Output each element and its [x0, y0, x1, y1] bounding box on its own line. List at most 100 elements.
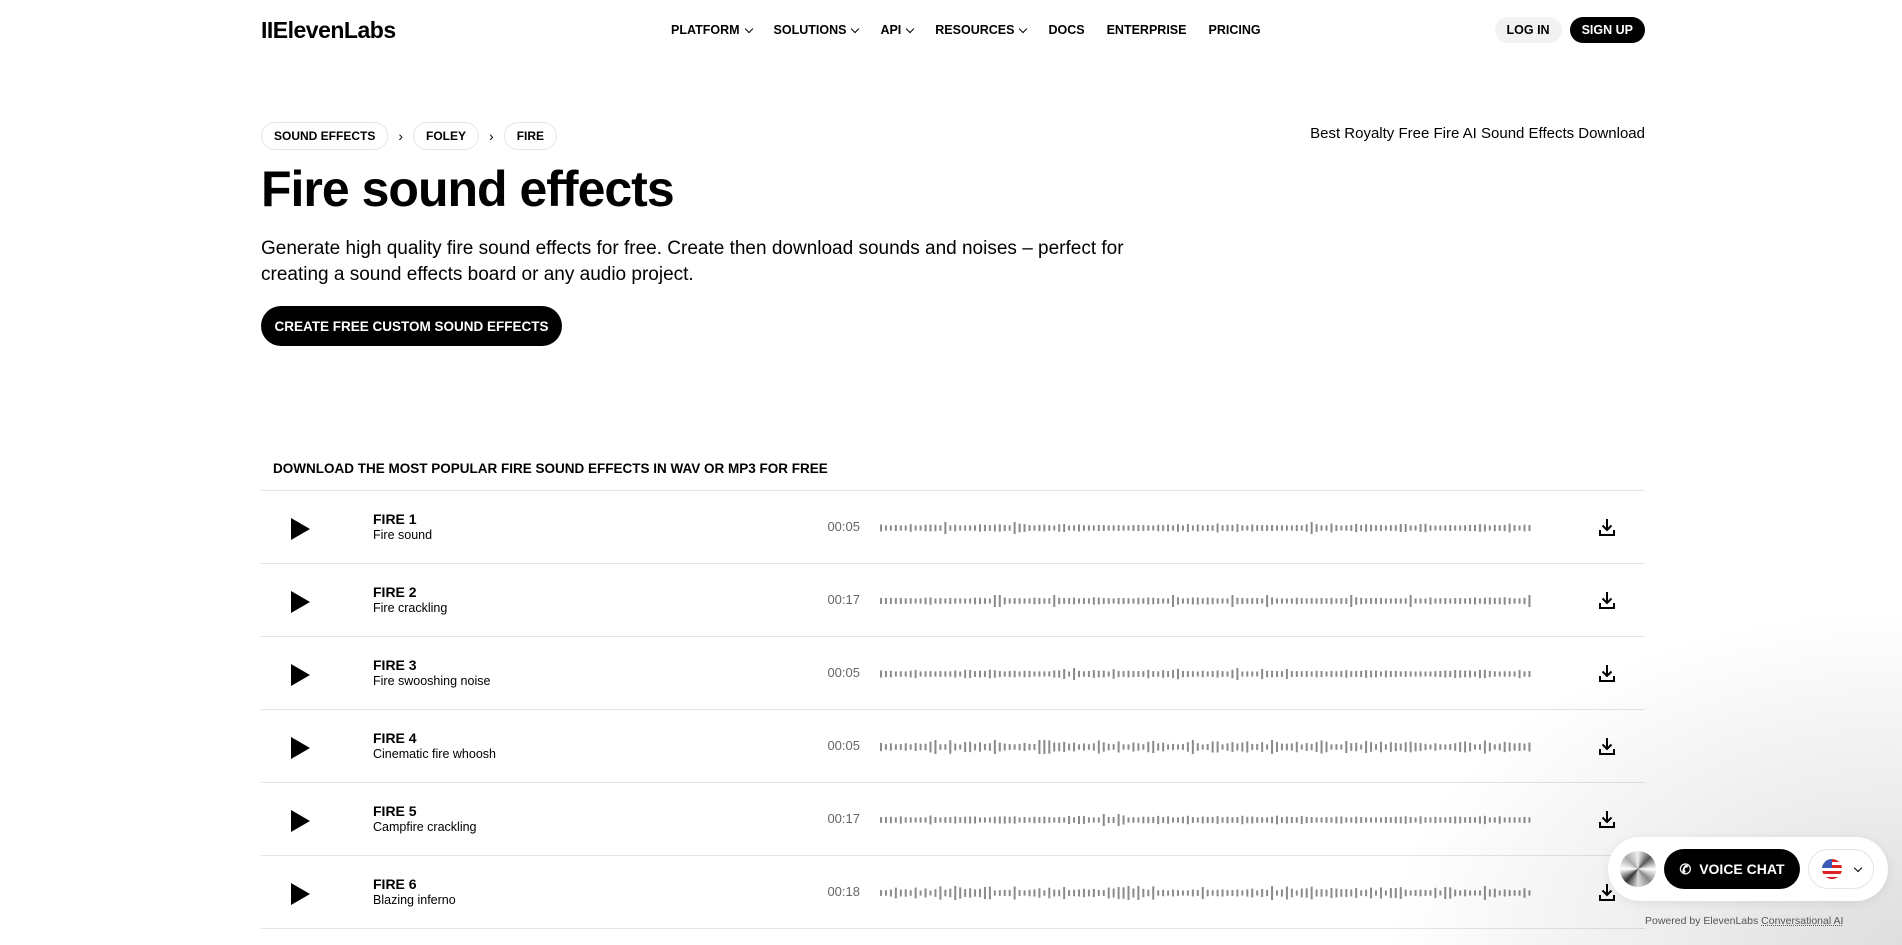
waveform-bar: [929, 815, 932, 825]
waveform-bar: [884, 890, 887, 896]
waveform-bar: [1201, 598, 1204, 604]
waveform-bar: [1078, 524, 1080, 532]
waveform-bar: [1196, 890, 1199, 896]
waveform-bar: [1276, 671, 1278, 677]
waveform-bar: [1003, 671, 1006, 677]
waveform-bar: [1201, 670, 1204, 678]
nav-resources[interactable]: RESOURCES: [935, 23, 1028, 37]
waveform[interactable]: [880, 513, 1532, 543]
waveform-bar: [1355, 671, 1358, 677]
waveform-bar: [979, 597, 981, 605]
waveform-bar: [1503, 597, 1506, 605]
download-icon[interactable]: [1598, 517, 1616, 537]
logo[interactable]: IIElevenLabs: [261, 16, 396, 43]
waveform-bar: [1508, 742, 1511, 752]
waveform-bar: [1157, 890, 1160, 896]
waveform-bar: [1271, 740, 1274, 754]
waveform[interactable]: [880, 586, 1532, 616]
waveform-bar: [880, 670, 882, 678]
waveform-bar: [1528, 524, 1531, 532]
waveform[interactable]: [880, 805, 1532, 835]
waveform-bar: [954, 886, 957, 900]
waveform-bar: [904, 525, 907, 531]
login-button[interactable]: LOG IN: [1494, 17, 1562, 43]
waveform-bar: [1498, 816, 1501, 824]
chevron-down-icon: [1853, 863, 1862, 872]
waveform-bar: [1122, 887, 1125, 899]
breadcrumb-sound-effects[interactable]: SOUND EFFECTS: [261, 122, 389, 150]
waveform-bar: [1464, 889, 1467, 897]
waveform-bar: [1508, 523, 1511, 533]
nav-docs[interactable]: DOCS: [1048, 23, 1085, 37]
waveform-bar: [919, 743, 922, 751]
waveform-bar: [1053, 889, 1056, 897]
waveform-bar: [1246, 598, 1249, 604]
download-icon[interactable]: [1598, 809, 1616, 829]
waveform-bar: [969, 741, 972, 753]
play-icon[interactable]: [291, 518, 310, 540]
language-select[interactable]: [1808, 849, 1874, 889]
waveform-bar: [1038, 597, 1041, 605]
waveform-bar: [1285, 743, 1288, 751]
waveform-bar: [1305, 743, 1308, 751]
waveform-bar: [1498, 597, 1501, 605]
nav-platform[interactable]: PLATFORM: [671, 23, 753, 37]
breadcrumb-fire[interactable]: FIRE: [503, 122, 558, 150]
nav-api[interactable]: API: [880, 23, 915, 37]
waveform-bar: [1513, 671, 1516, 677]
main-nav: PLATFORM SOLUTIONS API RESOURCES DOCS EN…: [671, 23, 1261, 37]
waveform-bar: [1132, 670, 1135, 678]
chevron-down-icon: [906, 24, 915, 33]
play-icon[interactable]: [291, 664, 310, 686]
sound-name: FIRE 6: [373, 876, 417, 892]
waveform-bar: [1097, 889, 1100, 897]
waveform-bar: [1350, 817, 1353, 823]
waveform-bar: [1063, 598, 1066, 604]
waveform-bar: [944, 889, 947, 897]
waveform-bar: [1023, 524, 1026, 532]
conversational-ai-link[interactable]: Conversational AI: [1761, 915, 1844, 927]
waveform-bar: [1434, 525, 1437, 531]
create-sound-effects-button[interactable]: CREATE FREE CUSTOM SOUND EFFECTS: [261, 306, 562, 346]
nav-pricing[interactable]: PRICING: [1208, 23, 1261, 37]
play-icon[interactable]: [291, 883, 310, 905]
waveform-bar: [1523, 816, 1526, 824]
waveform-bar: [904, 889, 907, 897]
waveform-bar: [1196, 597, 1199, 605]
waveform-bar: [1330, 523, 1333, 533]
waveform-bar: [1102, 598, 1105, 604]
download-icon[interactable]: [1598, 736, 1616, 756]
waveform-bar: [964, 669, 967, 679]
waveform-bar: [964, 525, 967, 531]
waveform-bar: [1483, 740, 1486, 754]
download-icon[interactable]: [1598, 882, 1616, 902]
download-icon[interactable]: [1598, 663, 1616, 683]
waveform-bar: [1384, 890, 1387, 896]
waveform-bar: [1478, 816, 1481, 824]
play-icon[interactable]: [291, 591, 310, 613]
waveform[interactable]: [880, 732, 1532, 762]
waveform-bar: [1231, 817, 1234, 823]
waveform-bar: [1285, 668, 1288, 680]
play-icon[interactable]: [291, 810, 310, 832]
waveform[interactable]: [880, 659, 1532, 689]
breadcrumb-foley[interactable]: FOLEY: [413, 122, 480, 150]
download-icon[interactable]: [1598, 590, 1616, 610]
play-icon[interactable]: [291, 737, 310, 759]
waveform-bar: [964, 598, 967, 604]
nav-solutions[interactable]: SOLUTIONS: [774, 23, 860, 37]
voice-chat-button[interactable]: ✆ VOICE CHAT: [1664, 849, 1800, 889]
waveform-bar: [1271, 670, 1274, 678]
waveform-bar: [1523, 888, 1526, 898]
waveform-bar: [1464, 817, 1467, 823]
waveform-bar: [1147, 741, 1150, 753]
waveform[interactable]: [880, 878, 1532, 908]
waveform-bar: [1493, 671, 1496, 677]
waveform-bar: [1107, 743, 1110, 751]
waveform-bar: [993, 524, 996, 532]
nav-enterprise[interactable]: ENTERPRISE: [1106, 23, 1187, 37]
sound-duration: 00:05: [827, 738, 860, 753]
waveform-bar: [1132, 742, 1135, 752]
orb-avatar[interactable]: [1620, 851, 1656, 887]
signup-button[interactable]: SIGN UP: [1569, 17, 1645, 43]
